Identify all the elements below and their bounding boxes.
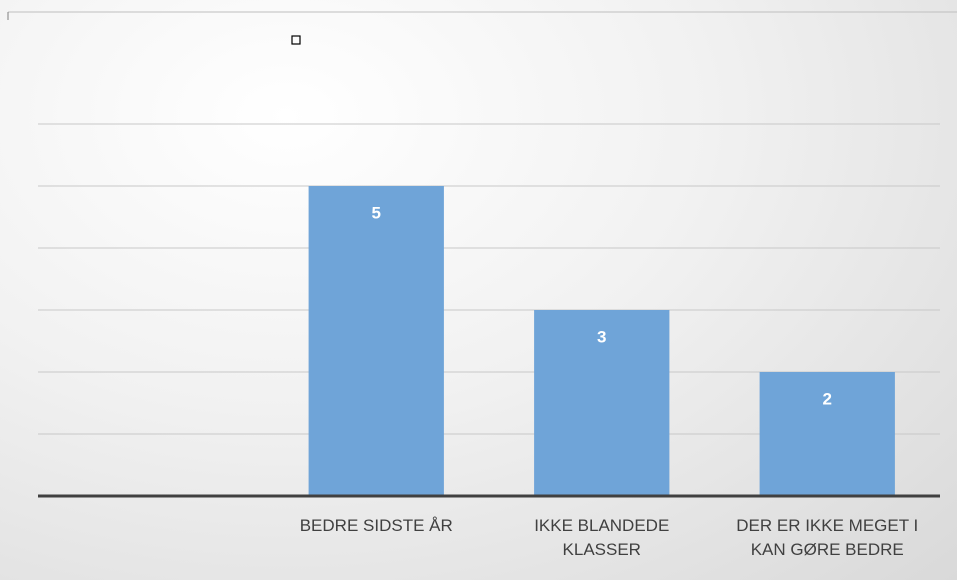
x-tick-label: DER ER IKKE MEGET I KAN GØRE BEDRE [736, 516, 919, 559]
title-placeholder [291, 35, 301, 45]
data-label: 3 [597, 327, 606, 346]
bar [759, 372, 895, 496]
x-tick-label: BEDRE SIDSTE ÅR [299, 516, 453, 535]
bar [534, 310, 670, 496]
bar [308, 186, 444, 496]
data-label: 2 [823, 389, 832, 408]
x-tick-label: IKKE BLANDEDE KLASSER [534, 516, 670, 559]
data-label: 5 [372, 203, 381, 222]
